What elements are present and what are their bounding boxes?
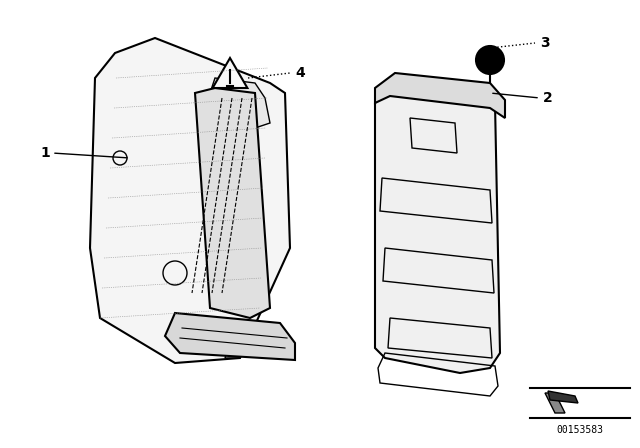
Text: 1: 1	[40, 146, 50, 160]
Circle shape	[476, 46, 504, 74]
Polygon shape	[195, 88, 270, 318]
Text: 4: 4	[295, 66, 305, 80]
Polygon shape	[375, 73, 505, 118]
Polygon shape	[165, 313, 295, 360]
Text: 3: 3	[540, 36, 550, 50]
Polygon shape	[90, 38, 290, 363]
Polygon shape	[548, 391, 578, 403]
Text: 2: 2	[543, 91, 553, 105]
Polygon shape	[210, 78, 270, 128]
Polygon shape	[545, 393, 565, 413]
Polygon shape	[212, 58, 248, 88]
Polygon shape	[375, 78, 500, 373]
Text: 00153583: 00153583	[557, 425, 604, 435]
